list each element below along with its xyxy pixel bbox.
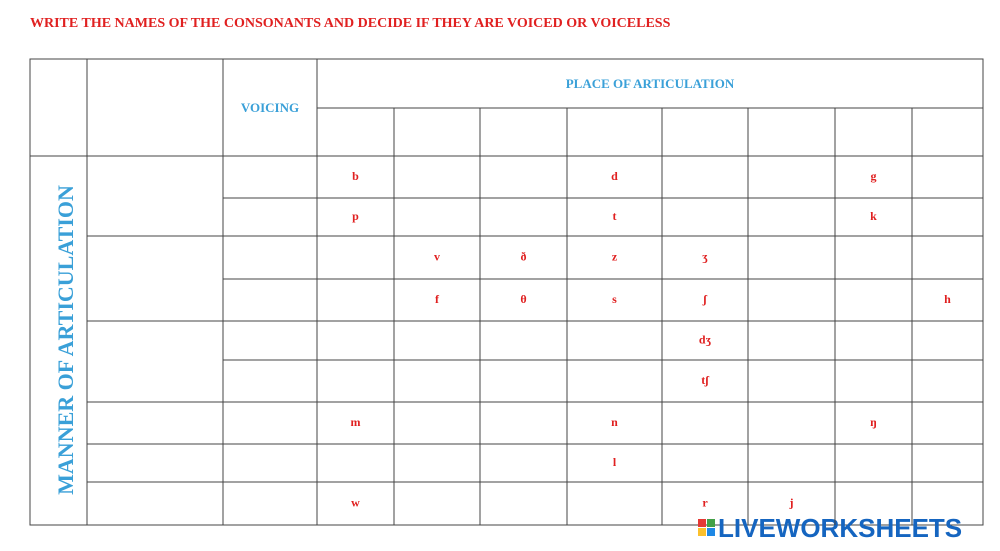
- consonant: f: [435, 292, 440, 306]
- logo-square: [698, 528, 706, 536]
- logo-text: LIVEWORKSHEETS: [718, 513, 962, 543]
- consonant: z: [612, 249, 618, 263]
- logo: LIVEWORKSHEETS: [698, 513, 962, 543]
- consonant: w: [351, 495, 360, 509]
- consonant: s: [612, 292, 617, 306]
- consonant: ʒ: [702, 249, 708, 263]
- consonant: j: [789, 495, 794, 509]
- consonant: k: [870, 209, 877, 223]
- consonant: ʃ: [702, 292, 708, 306]
- logo-square: [707, 528, 715, 536]
- consonant: θ: [520, 292, 526, 306]
- logo-square: [698, 519, 706, 527]
- consonant: p: [352, 209, 359, 223]
- consonant: r: [702, 495, 708, 509]
- consonant: ŋ: [870, 415, 877, 429]
- consonant: d: [611, 169, 618, 183]
- consonant: ð: [521, 249, 527, 263]
- consonant: dʒ: [699, 332, 712, 346]
- voicing-header: VOICING: [241, 100, 299, 115]
- title: WRITE THE NAMES OF THE CONSONANTS AND DE…: [30, 16, 671, 31]
- logo-square: [707, 519, 715, 527]
- place-header: PLACE OF ARTICULATION: [566, 76, 735, 91]
- consonant: b: [352, 169, 359, 183]
- consonant: l: [613, 455, 617, 469]
- manner-header: MANNER OF ARTICULATION: [53, 185, 78, 495]
- consonant: g: [871, 169, 877, 183]
- consonant: t: [613, 209, 617, 223]
- consonant: h: [944, 292, 951, 306]
- consonant: n: [611, 415, 618, 429]
- consonant: m: [351, 415, 361, 429]
- consonant: tʃ: [701, 373, 710, 387]
- table-border: [29, 58, 984, 526]
- consonant: v: [434, 249, 440, 263]
